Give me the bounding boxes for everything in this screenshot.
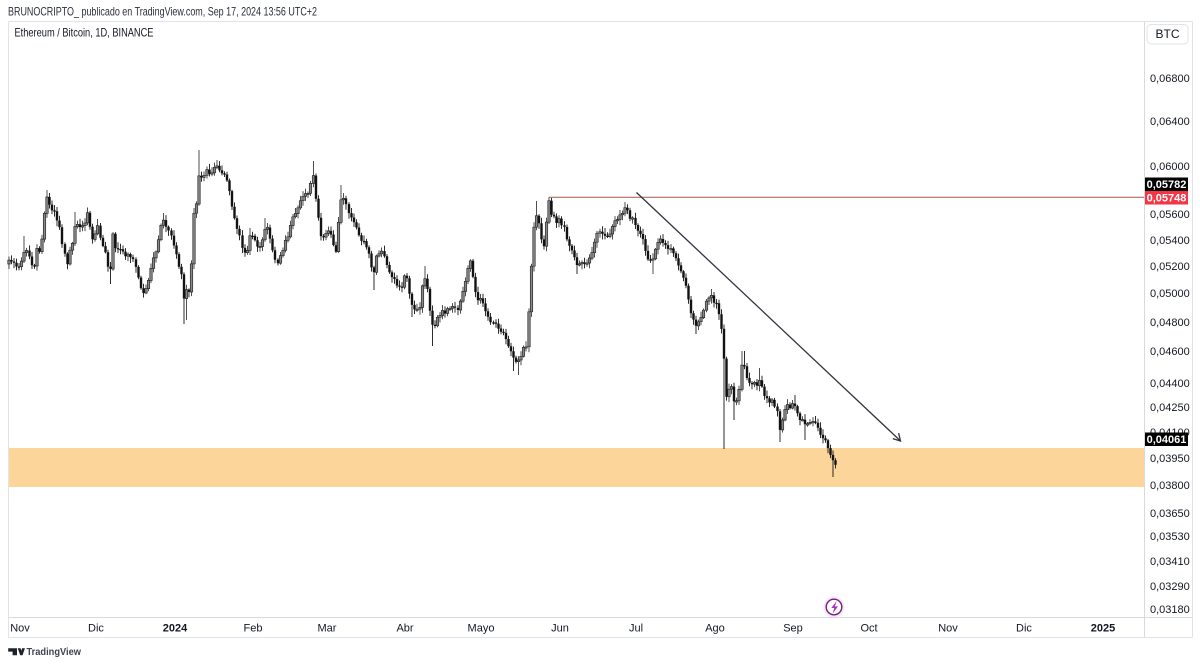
svg-text:0,06400: 0,06400 [1150, 116, 1190, 128]
svg-text:BRUNOCRIPTO_ publicado en Trad: BRUNOCRIPTO_ publicado en TradingView.co… [8, 5, 317, 19]
svg-text:0,03180: 0,03180 [1150, 604, 1190, 616]
svg-text:0,03800: 0,03800 [1150, 480, 1190, 492]
svg-text:Jun: Jun [551, 623, 569, 635]
svg-text:0,06800: 0,06800 [1150, 73, 1190, 85]
svg-text:Jul: Jul [629, 623, 643, 635]
svg-text:0,05400: 0,05400 [1150, 235, 1190, 247]
svg-text:Dic: Dic [1016, 623, 1032, 635]
svg-text:2024: 2024 [163, 623, 188, 635]
svg-text:0,03650: 0,03650 [1150, 508, 1190, 520]
svg-text:Abr: Abr [396, 623, 413, 635]
svg-text:0,05200: 0,05200 [1150, 261, 1190, 273]
svg-text:BTC: BTC [1156, 27, 1180, 41]
svg-text:Ago: Ago [705, 623, 725, 635]
svg-text:0,05748: 0,05748 [1147, 193, 1187, 205]
svg-text:0,03530: 0,03530 [1150, 531, 1190, 543]
svg-text:Nov: Nov [10, 623, 30, 635]
svg-text:Feb: Feb [244, 623, 263, 635]
svg-text:0,05782: 0,05782 [1147, 179, 1187, 191]
svg-text:0,04250: 0,04250 [1150, 402, 1190, 414]
svg-text:0,04061: 0,04061 [1147, 434, 1187, 446]
svg-text:0,04800: 0,04800 [1150, 317, 1190, 329]
svg-text:0,05600: 0,05600 [1150, 209, 1190, 221]
svg-text:0,04400: 0,04400 [1150, 378, 1190, 390]
svg-text:Sep: Sep [783, 623, 803, 635]
svg-text:Nov: Nov [938, 623, 958, 635]
svg-text:0,03290: 0,03290 [1150, 581, 1190, 593]
svg-text:0,03950: 0,03950 [1150, 453, 1190, 465]
svg-text:0,03410: 0,03410 [1150, 556, 1190, 568]
svg-text:Dic: Dic [88, 623, 104, 635]
svg-text:TradingView: TradingView [27, 646, 82, 658]
svg-text:0,05000: 0,05000 [1150, 288, 1190, 300]
svg-text:Mar: Mar [318, 623, 337, 635]
svg-text:0,04600: 0,04600 [1150, 346, 1190, 358]
svg-text:Oct: Oct [860, 623, 877, 635]
svg-text:2025: 2025 [1091, 623, 1115, 635]
svg-text:Mayo: Mayo [468, 623, 495, 635]
svg-text:Ethereum / Bitcoin, 1D, BINANC: Ethereum / Bitcoin, 1D, BINANCE [15, 26, 154, 40]
svg-text:0,06000: 0,06000 [1150, 161, 1190, 173]
